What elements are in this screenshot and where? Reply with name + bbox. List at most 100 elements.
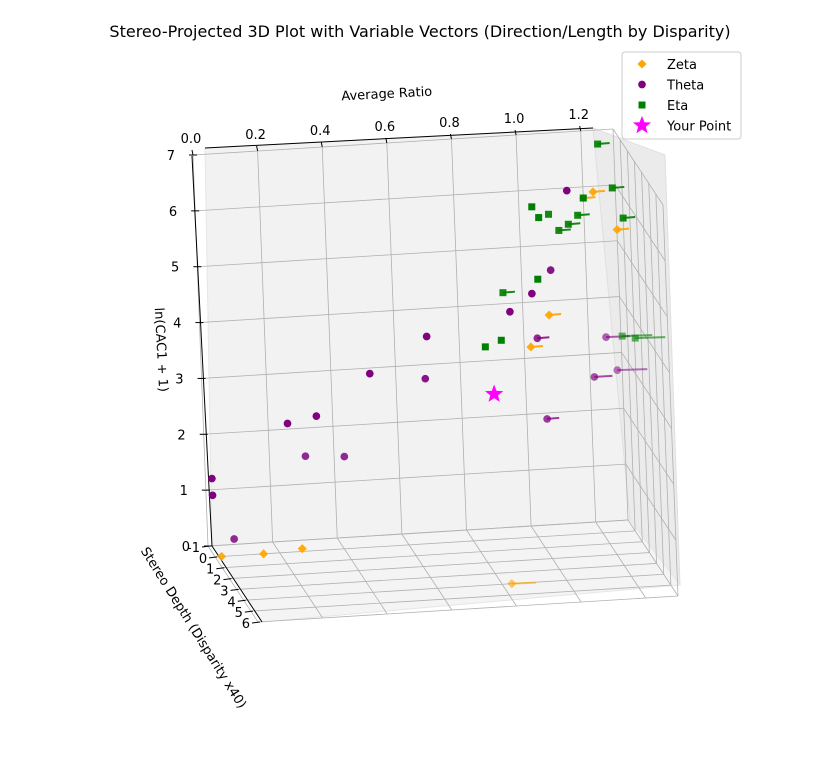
y-tick-label: 2	[213, 574, 221, 589]
eta-point	[528, 203, 536, 211]
eta-point	[619, 214, 627, 222]
zeta-point	[544, 310, 554, 320]
grid-line	[612, 128, 664, 206]
eta-point	[564, 220, 572, 228]
eta-point	[499, 289, 507, 297]
x-tick-label: 1.2	[568, 108, 589, 123]
eta-point	[594, 140, 602, 148]
grid-line	[222, 541, 643, 569]
grid-line	[197, 240, 618, 268]
grid-line	[257, 595, 679, 623]
legend-marker-theta	[638, 80, 646, 89]
y-tick-label: 1	[206, 563, 214, 578]
z-tick-label: 1	[180, 484, 188, 499]
grid-line	[321, 146, 338, 539]
theta-point	[590, 373, 599, 381]
legend-marker-eta	[638, 101, 646, 109]
y-tick-mark	[230, 588, 239, 591]
grid-line	[257, 150, 274, 543]
eta-point	[574, 211, 582, 219]
legend-label-your-point: Your Point	[666, 120, 731, 135]
y-tick-label: 6	[242, 617, 250, 632]
y-tick-mark	[216, 567, 225, 570]
z-tick-label: 0	[182, 540, 190, 555]
x-axis-line	[204, 127, 594, 149]
theta-point	[208, 474, 216, 483]
theta-point	[283, 419, 292, 428]
grid-line	[662, 204, 679, 597]
z-tick-label: 6	[169, 205, 177, 220]
x-tick-label: 0.8	[439, 116, 460, 131]
y-tick-mark	[237, 599, 246, 602]
x-tick-mark	[514, 129, 517, 136]
x-tick-label: 0.6	[375, 120, 396, 135]
grid-lines	[192, 128, 679, 623]
grid-line	[466, 529, 517, 607]
theta-point	[506, 307, 514, 316]
grid-line	[625, 463, 677, 541]
x-tick-mark	[191, 149, 194, 156]
zeta-point	[612, 225, 622, 235]
theta-point	[365, 369, 374, 378]
grid-line	[215, 530, 636, 558]
x-tick-mark	[256, 145, 259, 152]
grid-line	[641, 172, 657, 564]
y-tick-mark	[209, 556, 218, 559]
eta-vector	[635, 336, 666, 340]
x-tick-label: 0.0	[181, 132, 202, 147]
y-tick-mark	[251, 621, 261, 624]
grid-line	[229, 552, 650, 579]
data-marks	[208, 140, 666, 589]
z-tick-label: 4	[173, 317, 181, 332]
theta-point	[312, 412, 321, 420]
theta-point	[546, 266, 555, 274]
grid-line	[648, 183, 665, 575]
zeta-point	[507, 579, 517, 589]
theta-point	[528, 289, 536, 298]
grid-line	[634, 161, 650, 553]
theta-point	[340, 452, 349, 461]
eta-point	[631, 334, 639, 342]
grid-line	[515, 134, 532, 527]
z-axis-label: ln(CAC1 + 1)	[151, 307, 170, 392]
grid-line	[655, 194, 672, 586]
grid-line	[250, 584, 671, 612]
eta-point	[534, 275, 542, 283]
z-axis-line	[191, 155, 213, 547]
legend-label-theta: Theta	[666, 79, 704, 94]
grid-line	[192, 128, 614, 156]
x-tick-mark	[385, 137, 388, 144]
theta-vector	[617, 368, 648, 372]
x-tick-mark	[320, 141, 323, 148]
x-tick-mark	[579, 125, 582, 132]
zeta-point	[259, 549, 269, 559]
theta-point	[422, 332, 431, 341]
y-tick-mark	[244, 610, 253, 613]
theta-point	[562, 186, 571, 195]
y-tick-label: 5	[235, 606, 243, 621]
x-tick-label: 1.0	[504, 112, 525, 127]
y-tick-label: 4	[227, 595, 235, 610]
theta-point	[602, 333, 610, 341]
grid-line	[595, 521, 647, 599]
eta-point	[579, 194, 587, 202]
zeta-point	[588, 187, 598, 197]
grid-line	[199, 296, 620, 323]
your-point-point	[485, 384, 504, 402]
theta-point	[421, 374, 430, 383]
legend-label-eta: Eta	[667, 99, 688, 114]
x-tick-mark	[449, 133, 452, 140]
grid-line	[272, 541, 323, 619]
z-tick-label: 5	[171, 261, 179, 276]
zeta-point	[297, 544, 307, 554]
grid-line	[195, 184, 616, 212]
grid-line	[614, 184, 666, 262]
grid-line	[451, 138, 467, 531]
theta-point	[613, 366, 622, 374]
grid-line	[401, 533, 453, 611]
eta-point	[481, 343, 489, 351]
legend-frame	[621, 51, 742, 140]
y-tick-label: 0	[199, 552, 207, 567]
grid-line	[207, 545, 259, 623]
eta-point	[618, 332, 626, 340]
